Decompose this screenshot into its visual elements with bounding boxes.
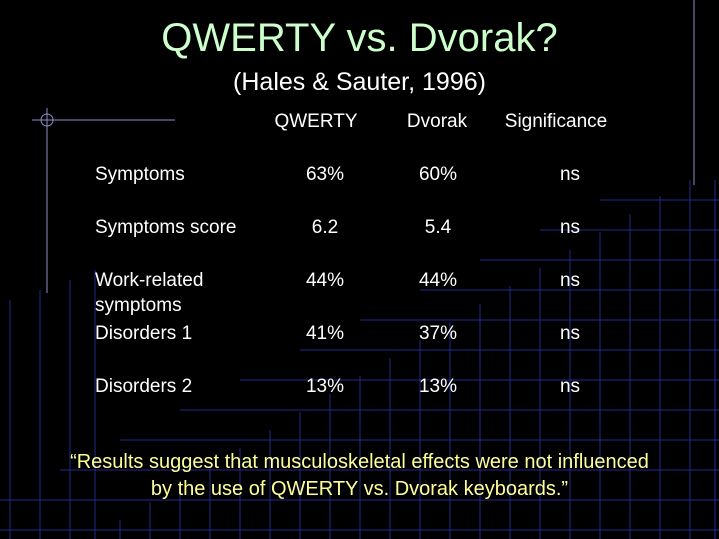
dvorak-value: 37%: [418, 323, 458, 344]
row-label-continued: symptoms: [95, 295, 182, 316]
column-header-dvorak: Dvorak: [406, 111, 468, 132]
dvorak-value: 44%: [418, 270, 458, 291]
slide-title: QWERTY vs. Dvorak?: [161, 16, 558, 60]
significance-value: ns: [559, 164, 581, 185]
dvorak-value: 5.4: [424, 217, 452, 238]
row-label: Symptoms: [95, 164, 185, 185]
qwerty-value: 13%: [305, 376, 345, 397]
qwerty-value: 44%: [305, 270, 345, 291]
dvorak-value: 60%: [418, 164, 458, 185]
significance-value: ns: [559, 217, 581, 238]
dvorak-value: 13%: [418, 376, 458, 397]
qwerty-value: 6.2: [311, 217, 339, 238]
column-header-qwerty: QWERTY: [274, 111, 358, 132]
row-label: Symptoms score: [95, 217, 237, 238]
significance-value: ns: [559, 376, 581, 397]
row-label: Disorders 1: [95, 323, 193, 344]
significance-value: ns: [559, 323, 581, 344]
qwerty-value: 41%: [305, 323, 345, 344]
row-label: Work-related: [95, 270, 204, 291]
quote-line-1: “Results suggest that musculoskeletal ef…: [70, 451, 649, 473]
quote-line-2: by the use of QWERTY vs. Dvorak keyboard…: [150, 478, 569, 500]
slide-subtitle: (Hales & Sauter, 1996): [233, 68, 486, 96]
column-header-significance: Significance: [504, 111, 608, 132]
row-label: Disorders 2: [95, 376, 193, 397]
significance-value: ns: [559, 270, 581, 291]
quote-footer: “Results suggest that musculoskeletal ef…: [0, 449, 719, 503]
qwerty-value: 63%: [305, 164, 345, 185]
